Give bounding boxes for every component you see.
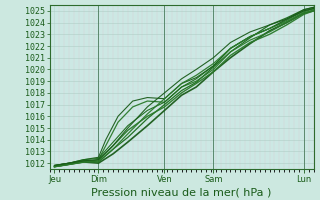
X-axis label: Pression niveau de la mer( hPa ): Pression niveau de la mer( hPa ) <box>92 188 272 198</box>
